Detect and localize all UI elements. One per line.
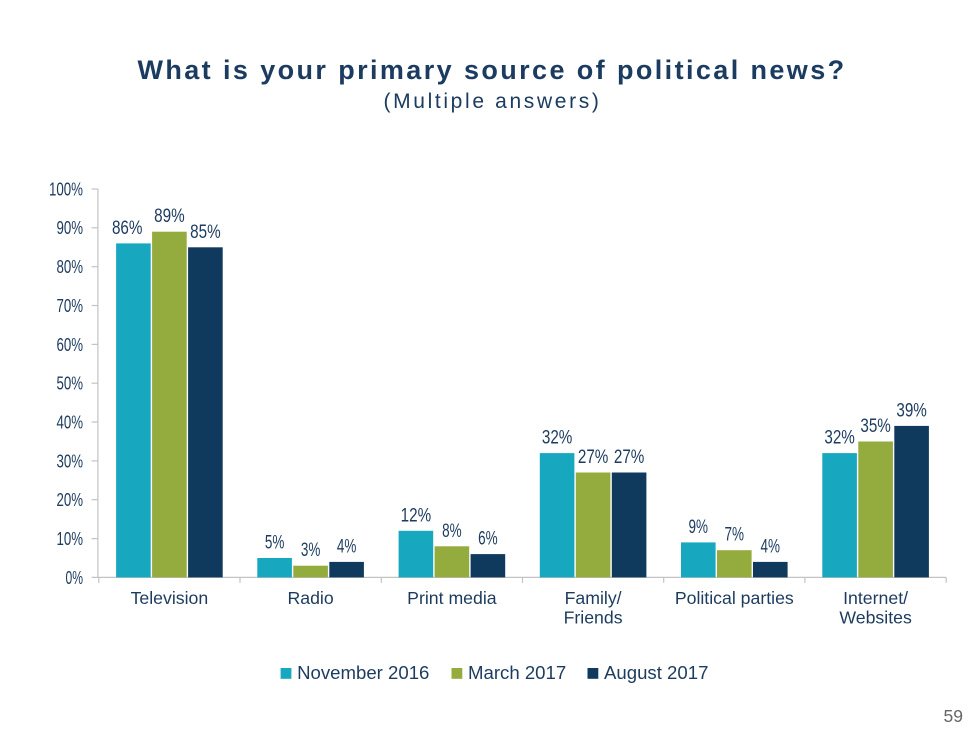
svg-text:27%: 27%: [614, 446, 645, 468]
svg-text:20%: 20%: [57, 489, 84, 510]
svg-text:9%: 9%: [689, 516, 709, 538]
svg-text:60%: 60%: [57, 334, 84, 355]
svg-text:4%: 4%: [337, 535, 357, 557]
svg-text:March 2017: March 2017: [468, 662, 566, 683]
svg-text:November 2016: November 2016: [297, 662, 429, 683]
svg-text:86%: 86%: [112, 217, 143, 239]
svg-text:89%: 89%: [154, 205, 185, 227]
svg-text:10%: 10%: [57, 528, 84, 549]
svg-text:Websites: Websites: [839, 608, 912, 628]
svg-text:12%: 12%: [401, 504, 432, 526]
svg-text:Internet/: Internet/: [843, 588, 908, 608]
svg-text:85%: 85%: [190, 221, 221, 243]
svg-text:50%: 50%: [57, 373, 84, 394]
svg-text:100%: 100%: [49, 178, 83, 199]
svg-text:6%: 6%: [478, 528, 498, 550]
svg-text:0%: 0%: [66, 567, 84, 588]
svg-text:Television: Television: [131, 588, 209, 608]
svg-text:40%: 40%: [57, 411, 84, 432]
svg-text:30%: 30%: [57, 450, 84, 471]
svg-text:Friends: Friends: [564, 608, 623, 628]
svg-text:27%: 27%: [578, 446, 609, 468]
svg-text:August 2017: August 2017: [604, 662, 708, 683]
svg-text:5%: 5%: [265, 532, 285, 554]
svg-text:Print media: Print media: [407, 588, 497, 608]
svg-text:39%: 39%: [896, 399, 927, 421]
svg-text:3%: 3%: [301, 539, 321, 561]
svg-text:80%: 80%: [57, 256, 84, 277]
svg-text:4%: 4%: [761, 535, 781, 557]
svg-text:8%: 8%: [442, 520, 462, 542]
svg-text:35%: 35%: [860, 415, 891, 437]
svg-text:7%: 7%: [725, 524, 745, 546]
svg-text:Family/: Family/: [565, 588, 622, 608]
svg-text:32%: 32%: [542, 427, 573, 449]
svg-text:70%: 70%: [57, 295, 84, 316]
svg-text:Radio: Radio: [287, 588, 333, 608]
svg-text:90%: 90%: [57, 217, 84, 238]
svg-text:32%: 32%: [824, 427, 855, 449]
svg-text:Political parties: Political parties: [675, 588, 794, 608]
